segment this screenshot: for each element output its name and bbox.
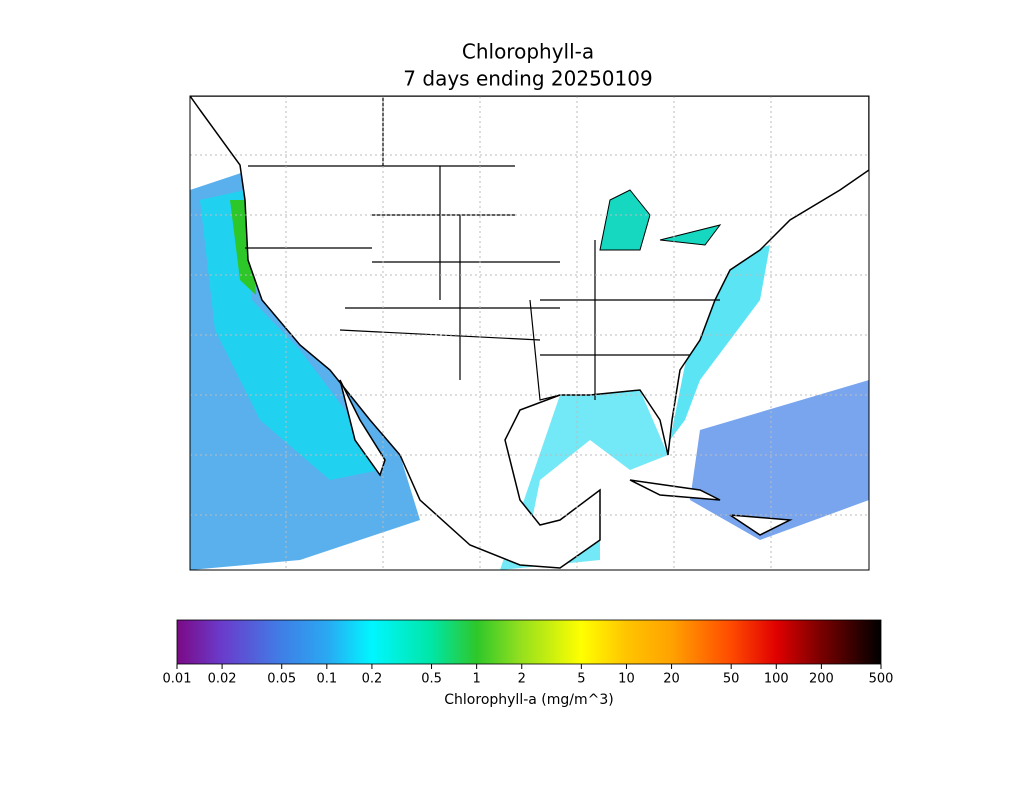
colorbar bbox=[176, 619, 882, 665]
great-lakes bbox=[599, 189, 722, 251]
islands bbox=[629, 479, 793, 536]
colorbar-tick-label: 10 bbox=[618, 672, 635, 687]
colorbar-tick-label: 2 bbox=[518, 672, 526, 687]
colorbar-tick-label: 0.1 bbox=[316, 672, 337, 687]
subtitle: 7 days ending 20250109 bbox=[403, 67, 652, 91]
colorbar-tick-label: 0.2 bbox=[362, 672, 383, 687]
map-frame bbox=[189, 95, 870, 571]
map bbox=[189, 95, 870, 571]
colorbar-tick-label: 0.05 bbox=[267, 672, 296, 687]
ocean-east-coastal bbox=[670, 245, 770, 440]
colorbar-tick-label: 200 bbox=[809, 672, 834, 687]
colorbar-tick-label: 0.02 bbox=[208, 672, 237, 687]
colorbar-tick-label: 100 bbox=[764, 672, 789, 687]
land bbox=[190, 96, 869, 569]
colorbar-tick-label: 500 bbox=[869, 672, 894, 687]
colorbar-tick-label: 50 bbox=[723, 672, 740, 687]
colorbar-tick-label: 20 bbox=[663, 672, 680, 687]
graticule bbox=[190, 96, 869, 570]
colorbar-tick-label: 0.01 bbox=[163, 672, 192, 687]
colorbar-tick-label: 0.5 bbox=[421, 672, 442, 687]
title: Chlorophyll-a bbox=[462, 40, 594, 64]
ocean-gulf bbox=[500, 390, 668, 570]
colorbar-tick-label: 1 bbox=[472, 672, 480, 687]
ocean-atlantic bbox=[690, 380, 869, 540]
colorbar-label: Chlorophyll-a (mg/m^3) bbox=[444, 692, 613, 708]
colorbar-tick-label: 5 bbox=[577, 672, 585, 687]
